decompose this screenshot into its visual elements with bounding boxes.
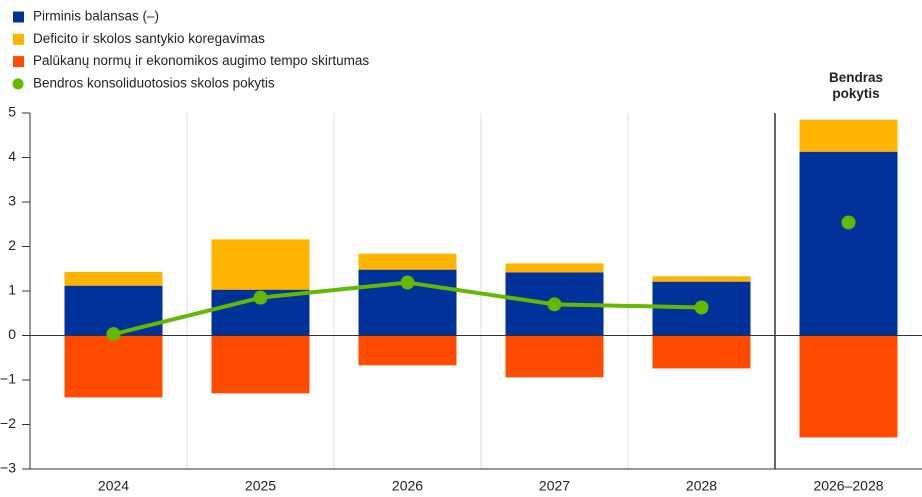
y-tick-label: 1: [8, 282, 16, 298]
bar: [64, 271, 163, 286]
bar: [358, 253, 457, 270]
line-marker: [106, 327, 121, 342]
bar: [358, 335, 457, 366]
bar: [505, 335, 604, 378]
y-tick-label: −2: [0, 415, 16, 431]
legend-swatch: [12, 78, 24, 90]
bar: [799, 151, 898, 336]
bar: [799, 335, 898, 438]
annotation-line: Bendras: [829, 70, 883, 85]
x-tick-label: 2026: [392, 478, 423, 494]
x-tick-label: 2024: [98, 478, 129, 494]
x-tick-label: 2027: [539, 478, 570, 494]
bar: [211, 335, 310, 394]
legend-swatch: [13, 56, 24, 68]
legend-swatch: [13, 11, 24, 23]
x-tick-label: 2028: [686, 478, 717, 494]
legend-swatch: [13, 33, 24, 45]
legend-label: Bendros konsoliduotosios skolos pokytis: [33, 75, 275, 90]
line-marker: [400, 275, 415, 290]
bar: [505, 263, 604, 273]
y-tick-label: 0: [8, 326, 16, 342]
line-marker: [547, 297, 562, 312]
legend-label: Palūkanų normų ir ekonomikos augimo temp…: [33, 53, 369, 68]
x-tick-label: 2026–2028: [813, 478, 883, 494]
bar: [652, 276, 751, 282]
line-marker: [253, 290, 268, 305]
annotation-line: pokytis: [832, 86, 879, 101]
line-segment: [260, 280, 408, 300]
annotation: Bendras pokytis: [829, 70, 883, 101]
legend: Pirminis balansas (–) Deficito ir skolos …: [12, 9, 369, 90]
line-segment: [554, 302, 702, 310]
line-marker: [841, 215, 856, 230]
y-tick-label: −3: [0, 460, 16, 476]
y-tick-label: −1: [0, 371, 16, 387]
line-segment: [113, 295, 261, 337]
bar: [652, 335, 751, 369]
bar: [799, 119, 898, 152]
x-tick-label: 2025: [245, 478, 276, 494]
y-tick-label: 2: [8, 237, 16, 253]
bar: [211, 239, 310, 290]
bar: [64, 335, 163, 398]
legend-label: Pirminis balansas (–): [33, 9, 159, 24]
legend-label: Deficito ir skolos santykio koregavimas: [33, 31, 265, 46]
y-tick-label: 5: [8, 104, 16, 120]
line-marker: [694, 300, 709, 315]
y-tick-label: 3: [8, 193, 16, 209]
line-segment: [407, 280, 555, 307]
y-tick-label: 4: [8, 148, 16, 164]
